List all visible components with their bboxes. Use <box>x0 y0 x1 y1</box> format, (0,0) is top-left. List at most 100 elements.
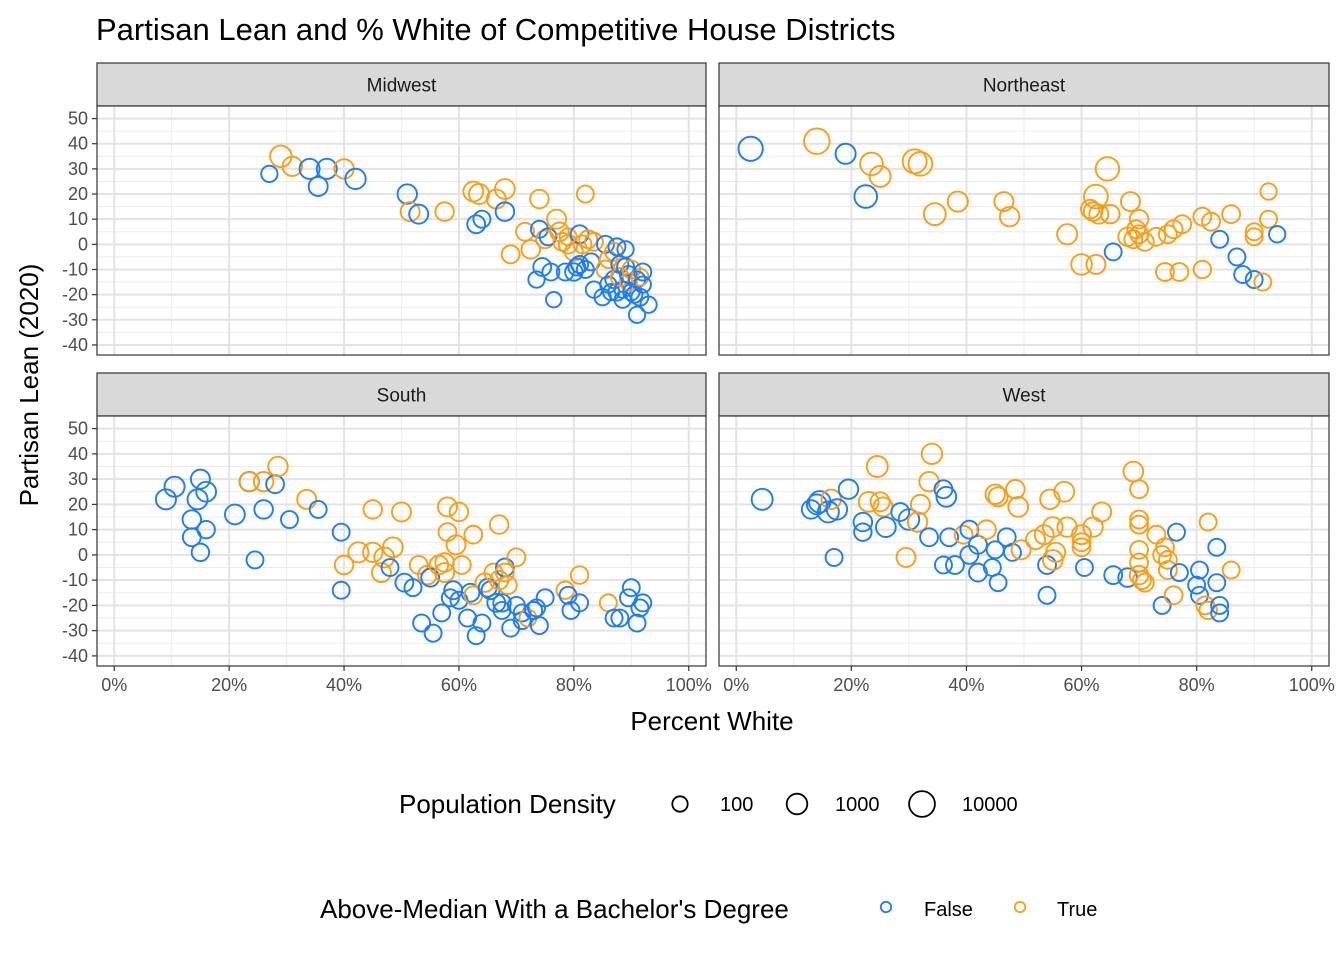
data-point <box>800 499 822 520</box>
data-point <box>935 485 958 508</box>
data-point <box>945 555 965 575</box>
data-point <box>380 558 400 577</box>
data-point <box>968 534 988 555</box>
x-tick-label: 0% <box>101 675 127 695</box>
color-legend-key <box>879 900 893 914</box>
data-point <box>1129 539 1149 560</box>
data-point <box>1005 479 1026 500</box>
data-point <box>238 471 260 493</box>
facet-panels: Midwest -40 -30 -20 -10 0 10 20 30 40 50 Northeast S… <box>62 62 1335 695</box>
data-point <box>189 468 211 490</box>
data-point <box>1198 600 1218 621</box>
panel-border <box>96 105 707 356</box>
data-point <box>803 127 831 155</box>
data-point <box>308 500 328 519</box>
data-point <box>946 190 969 213</box>
data-point <box>805 493 828 516</box>
data-point <box>939 527 960 548</box>
data-point <box>584 231 604 252</box>
facet-panel: South -40 -30 -20 -10 0 10 20 30 40 50 0% 20% 40% 60% 8… <box>62 372 712 695</box>
data-point <box>1146 226 1167 247</box>
data-point <box>315 157 338 180</box>
y-tick-label: -10 <box>62 570 88 590</box>
data-point <box>998 205 1021 228</box>
data-point <box>423 623 443 643</box>
data-point <box>472 613 492 633</box>
data-point <box>399 201 421 223</box>
y-tick-label: 30 <box>68 469 88 489</box>
data-point <box>1190 560 1209 580</box>
data-point <box>1085 253 1107 275</box>
data-point <box>816 500 840 524</box>
data-point <box>633 262 653 282</box>
data-point <box>252 470 275 493</box>
data-point <box>968 562 988 583</box>
y-tick-label: 30 <box>68 159 88 179</box>
data-point <box>1010 539 1032 561</box>
data-point <box>934 555 953 575</box>
facet-strip <box>718 372 1330 417</box>
data-point <box>869 491 891 513</box>
data-point <box>1169 262 1190 282</box>
data-point <box>920 442 944 466</box>
data-point <box>1221 204 1242 225</box>
data-point <box>546 208 568 230</box>
x-tick-label: 60% <box>1064 675 1100 695</box>
data-point <box>1033 524 1055 546</box>
size-legend-label: 100 <box>720 794 753 816</box>
data-point <box>394 572 415 593</box>
data-point <box>448 501 470 523</box>
data-point <box>633 593 653 613</box>
data-point <box>1039 488 1061 511</box>
data-point <box>488 514 510 535</box>
data-point <box>527 270 546 289</box>
y-tick-label: 0 <box>78 545 88 565</box>
data-point <box>1163 585 1184 606</box>
data-point <box>1129 509 1149 530</box>
data-point <box>1134 231 1155 252</box>
size-legend-label: 10000 <box>962 794 1018 816</box>
x-tick-label: 100% <box>1289 675 1335 695</box>
data-point <box>1100 203 1121 225</box>
data-point <box>750 487 774 511</box>
facet-strip <box>96 62 707 107</box>
facet-strip-label: West <box>1003 386 1047 407</box>
data-point <box>1167 522 1186 542</box>
data-point <box>532 257 553 277</box>
data-point <box>1088 203 1110 225</box>
color-legend: Above-Median With a Bachelor's Degree Fa… <box>320 894 1097 924</box>
data-point <box>837 478 860 500</box>
data-point <box>331 580 351 600</box>
y-axis-title: Partisan Lean (2020) <box>14 264 44 507</box>
y-tick-label: 50 <box>68 109 88 129</box>
data-point <box>245 550 265 570</box>
data-point <box>834 142 857 165</box>
data-point <box>1074 558 1094 577</box>
data-point <box>1253 272 1273 292</box>
data-point <box>281 155 304 178</box>
data-point <box>853 522 873 542</box>
data-point <box>432 603 452 623</box>
data-point <box>570 255 590 274</box>
data-point <box>1152 595 1172 615</box>
y-tick-label: 40 <box>68 134 88 154</box>
data-point <box>253 499 274 520</box>
data-point <box>988 573 1008 593</box>
facet-strip-label: South <box>377 386 427 407</box>
facet-strip <box>96 372 707 417</box>
chart-title: Partisan Lean and % White of Competitive… <box>96 12 895 47</box>
data-point <box>472 209 492 229</box>
data-point <box>1259 182 1278 201</box>
data-point <box>347 541 370 564</box>
data-point <box>434 201 455 222</box>
facet-panel: Midwest -40 -30 -20 -10 0 10 20 30 40 50 <box>62 62 707 356</box>
data-point <box>1045 541 1067 563</box>
data-point <box>993 191 1015 213</box>
data-point <box>224 503 246 526</box>
data-point <box>483 562 504 583</box>
color-legend-label: True <box>1057 899 1097 921</box>
y-tick-label: 10 <box>68 209 88 229</box>
data-point <box>890 502 911 522</box>
data-point <box>919 527 939 548</box>
